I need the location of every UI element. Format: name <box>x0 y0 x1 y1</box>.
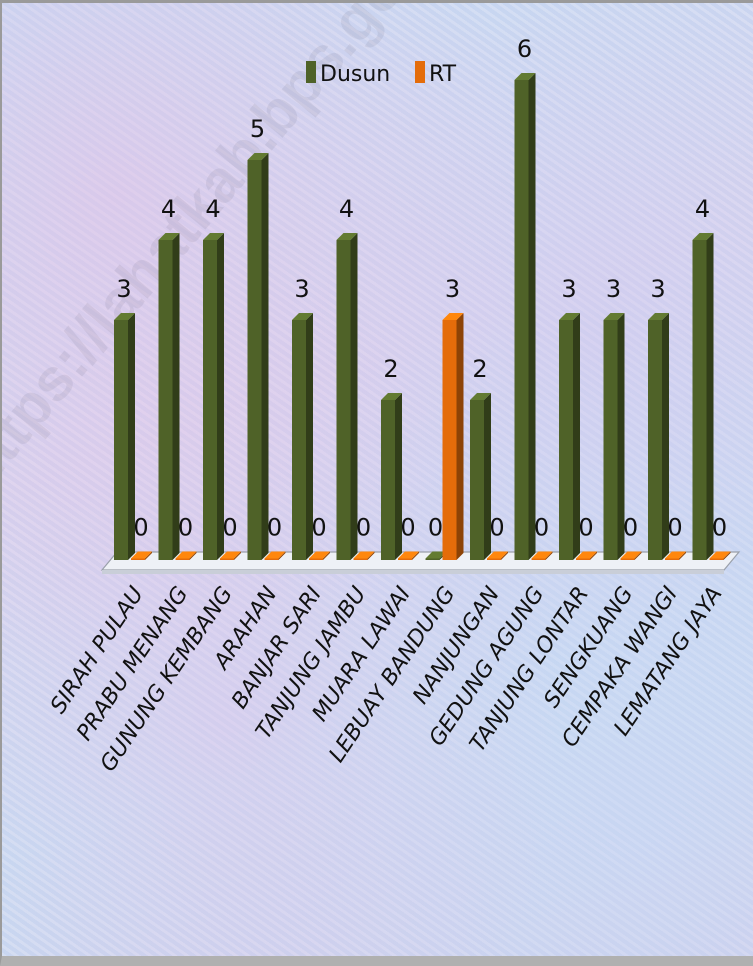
bar-dusun-1 <box>158 233 180 560</box>
data-label-rt-8: 0 <box>489 514 504 542</box>
data-label-dusun-10: 3 <box>561 275 576 303</box>
data-label-dusun-3: 5 <box>250 115 265 143</box>
data-label-rt-0: 0 <box>133 514 148 542</box>
bar-rt-2 <box>220 551 241 560</box>
data-label-rt-12: 0 <box>667 514 682 542</box>
bar-rt-5 <box>353 551 375 560</box>
legend-label-rt: RT <box>429 62 457 87</box>
legend-swatch-dusun <box>306 61 316 83</box>
data-label-rt-1: 0 <box>178 514 193 542</box>
data-label-dusun-6: 2 <box>383 355 398 383</box>
data-label-rt-6: 0 <box>400 514 415 542</box>
data-label-dusun-9: 6 <box>517 35 532 63</box>
bar-dusun-2 <box>203 233 224 560</box>
data-label-rt-2: 0 <box>222 514 237 542</box>
bar-rt-10 <box>576 551 597 560</box>
bar-rt-8 <box>487 551 508 560</box>
bar-rt-12 <box>665 551 686 560</box>
chart-floor <box>100 551 741 574</box>
data-label-rt-5: 0 <box>356 514 371 542</box>
bar-dusun-3 <box>247 153 269 560</box>
bar-rt-0 <box>131 551 152 560</box>
data-label-rt-7: 3 <box>445 275 460 303</box>
bar-rt-13 <box>709 551 731 560</box>
bar-dusun-9 <box>514 73 536 560</box>
data-label-rt-3: 0 <box>267 514 282 542</box>
data-label-rt-4: 0 <box>311 514 326 542</box>
data-label-dusun-5: 4 <box>339 195 354 223</box>
bar-dusun-4 <box>292 313 313 560</box>
bar-dusun-8 <box>470 393 491 560</box>
legend-swatch-rt <box>415 61 425 83</box>
bar-dusun-5 <box>336 233 358 560</box>
data-label-dusun-4: 3 <box>294 275 309 303</box>
bar-rt-11 <box>620 551 642 560</box>
bar-dusun-13 <box>692 233 714 560</box>
data-label-rt-9: 0 <box>534 514 549 542</box>
bar-dusun-10 <box>559 313 580 560</box>
data-label-rt-10: 0 <box>578 514 593 542</box>
legend-label-dusun: Dusun <box>320 62 390 87</box>
floor-edge <box>102 570 724 574</box>
data-label-dusun-13: 4 <box>695 195 710 223</box>
bar-rt-6 <box>398 551 419 560</box>
bar-rt-9 <box>531 551 553 560</box>
legend: Dusun RT <box>306 61 457 87</box>
floor-plane <box>100 551 741 571</box>
bar-marks <box>114 73 731 560</box>
bar-rt-1 <box>175 551 197 560</box>
bar-dusun-11 <box>603 313 625 560</box>
data-label-dusun-8: 2 <box>472 355 487 383</box>
bar-dusun-12 <box>648 313 669 560</box>
data-label-dusun-1: 4 <box>161 195 176 223</box>
bar-rt-7 <box>442 313 464 560</box>
data-label-dusun-2: 4 <box>205 195 220 223</box>
bar-dusun-6 <box>381 393 402 560</box>
data-label-rt-13: 0 <box>712 514 727 542</box>
data-label-dusun-11: 3 <box>606 275 621 303</box>
data-label-dusun-0: 3 <box>116 275 131 303</box>
data-label-dusun-12: 3 <box>650 275 665 303</box>
bar-rt-3 <box>264 551 286 560</box>
bar-rt-4 <box>309 551 330 560</box>
data-label-rt-11: 0 <box>623 514 638 542</box>
data-label-dusun-7: 0 <box>428 514 443 542</box>
bar-dusun-0 <box>114 313 135 560</box>
